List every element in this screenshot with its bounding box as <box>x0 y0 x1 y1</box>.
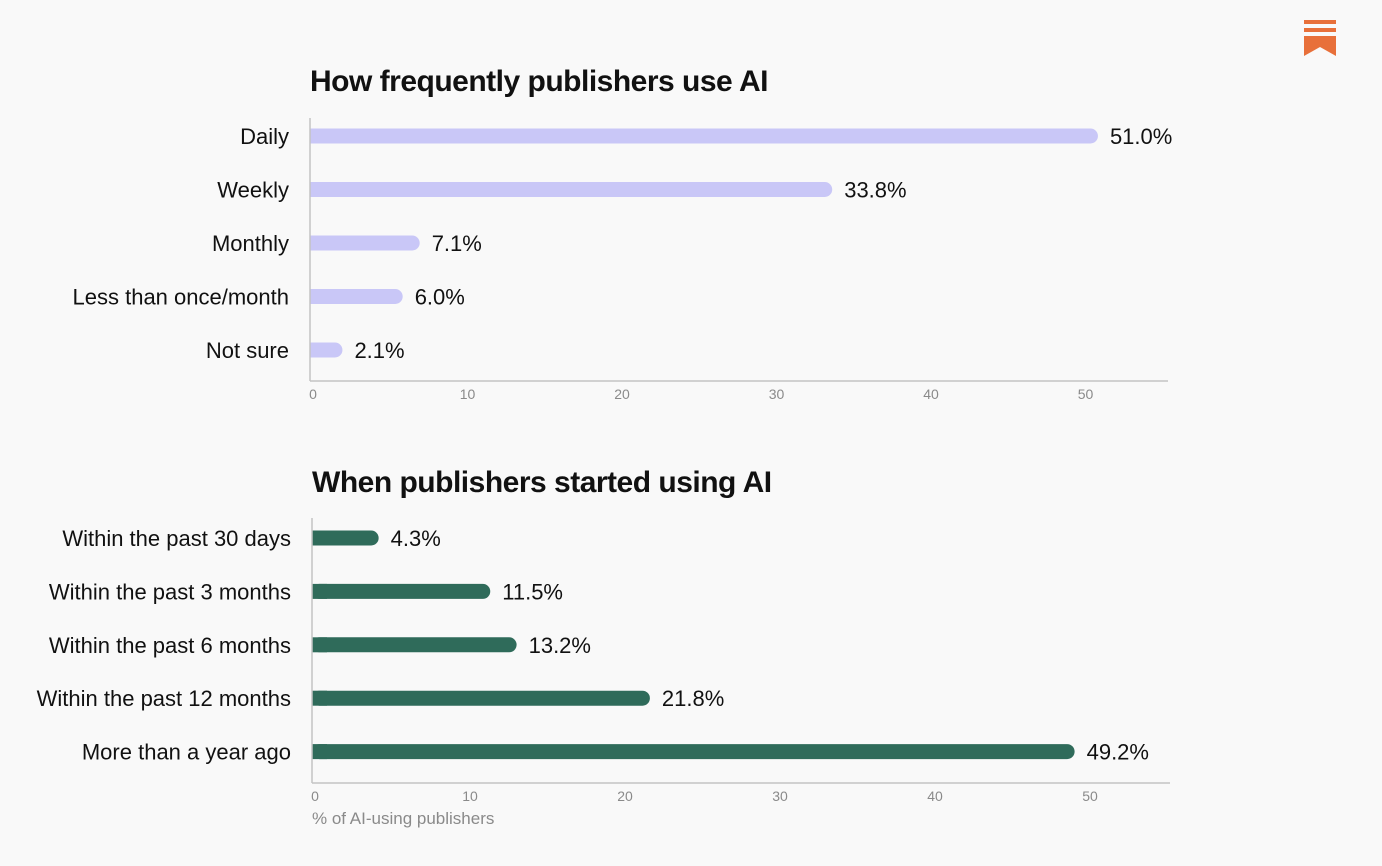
x-tick-label: 30 <box>769 386 785 402</box>
x-tick-label: 20 <box>617 788 633 804</box>
bar <box>312 690 650 706</box>
value-label: 33.8% <box>844 178 906 203</box>
category-label: Daily <box>240 124 289 149</box>
bar <box>310 128 1098 144</box>
bar-base <box>310 182 325 197</box>
x-tick-label: 0 <box>309 386 317 402</box>
value-label: 51.0% <box>1110 124 1172 149</box>
category-label: Within the past 3 months <box>49 579 291 604</box>
value-label: 2.1% <box>354 338 404 363</box>
category-label: Weekly <box>217 178 289 203</box>
bar-base <box>310 128 325 144</box>
x-tick-label: 10 <box>460 386 476 402</box>
x-tick-label: 50 <box>1082 788 1098 804</box>
bar-base <box>312 530 327 546</box>
category-label: Within the past 12 months <box>37 686 291 711</box>
bar <box>310 289 403 304</box>
bar <box>312 530 379 546</box>
value-label: 7.1% <box>432 231 482 256</box>
x-tick-label: 40 <box>923 386 939 402</box>
bar-base <box>310 342 325 358</box>
bar-base <box>312 690 327 706</box>
category-label: Monthly <box>212 231 289 256</box>
category-label: Less than once/month <box>73 285 289 310</box>
x-tick-label: 0 <box>311 788 319 804</box>
category-label: Within the past 6 months <box>49 633 291 658</box>
substack-bookmark-icon <box>1304 20 1336 56</box>
value-label: 21.8% <box>662 686 724 711</box>
bar <box>310 235 420 251</box>
category-label: More than a year ago <box>82 740 291 765</box>
x-tick-label: 20 <box>614 386 630 402</box>
category-label: Not sure <box>206 338 289 363</box>
chart-title: When publishers started using AI <box>312 466 772 499</box>
x-tick-label: 40 <box>927 788 943 804</box>
x-axis-title: % of AI-using publishers <box>312 809 494 828</box>
category-label: Within the past 30 days <box>62 526 291 551</box>
bar-base <box>310 289 325 304</box>
value-label: 13.2% <box>529 633 591 658</box>
bar <box>312 637 517 653</box>
value-label: 49.2% <box>1087 740 1149 765</box>
bar-base <box>310 235 325 251</box>
value-label: 6.0% <box>415 285 465 310</box>
bar-base <box>312 583 327 599</box>
bar-base <box>312 744 327 760</box>
x-tick-label: 50 <box>1078 386 1094 402</box>
value-label: 11.5% <box>502 579 563 604</box>
x-tick-label: 30 <box>772 788 788 804</box>
bar <box>312 583 491 599</box>
chart-title: How frequently publishers use AI <box>310 65 768 98</box>
bar <box>312 744 1075 760</box>
bar <box>310 182 833 197</box>
bar-base <box>312 637 327 653</box>
x-tick-label: 10 <box>462 788 478 804</box>
value-label: 4.3% <box>391 526 441 551</box>
